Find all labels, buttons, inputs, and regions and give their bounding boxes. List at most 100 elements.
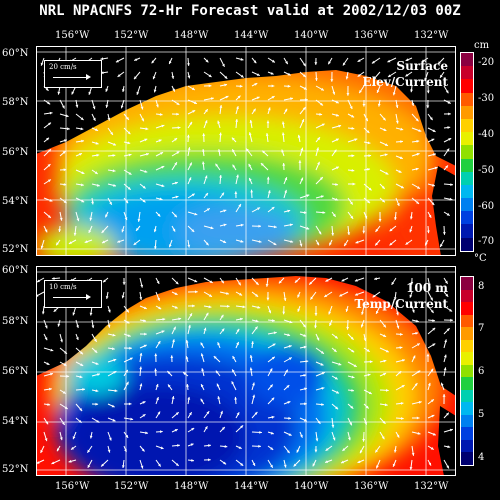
current-vector-head — [377, 103, 381, 107]
current-vector-head — [259, 431, 262, 434]
current-vector-head — [271, 207, 275, 210]
current-vector-head — [281, 121, 285, 125]
colorbar-tick: 5 — [478, 409, 485, 420]
current-vector-head — [176, 112, 179, 116]
current-vector-head — [112, 418, 116, 422]
current-vector-head — [154, 368, 157, 372]
current-vector-head — [47, 403, 51, 406]
colorbar-swatch — [461, 171, 473, 185]
current-vector-head — [101, 463, 104, 467]
current-vector-head — [143, 319, 146, 322]
current-vector-head — [201, 368, 205, 372]
colorbar-swatch — [461, 314, 473, 328]
current-vector-head — [287, 209, 291, 213]
current-vector-head — [40, 62, 44, 66]
current-vector-head — [284, 189, 287, 193]
current-vector-head — [428, 214, 432, 218]
current-vector-head — [49, 387, 52, 391]
current-vector-head — [236, 106, 239, 109]
current-vector-head — [351, 126, 355, 130]
current-vector-head — [255, 319, 259, 323]
current-vector-head — [405, 58, 409, 61]
current-vector-head — [335, 113, 339, 117]
current-vector-head — [300, 147, 304, 151]
current-vector-head — [95, 362, 99, 365]
current-vector-head — [194, 212, 198, 216]
current-vector-head — [68, 241, 72, 244]
colorbar-tick: 6 — [478, 366, 485, 377]
current-vector-head — [183, 372, 186, 376]
lon-label: 144°W — [234, 30, 269, 41]
current-vector-head — [174, 305, 178, 309]
current-vector-head — [125, 200, 129, 204]
current-vector-head — [353, 364, 357, 367]
current-vector-head — [256, 73, 260, 76]
current-vector-head — [76, 218, 80, 222]
current-vector-head — [176, 102, 180, 105]
current-vector-head — [269, 384, 273, 388]
current-vector-head — [325, 448, 329, 451]
current-vector-head — [78, 420, 82, 423]
current-vector-head — [141, 448, 145, 452]
current-vector-head — [174, 162, 177, 166]
current-vector-head — [200, 353, 204, 357]
lon-label: 140°W — [294, 30, 329, 41]
current-vector-head — [156, 104, 159, 108]
current-vector-head — [36, 279, 40, 283]
current-vector-head — [267, 190, 271, 194]
colorbar-tick: 7 — [478, 323, 485, 334]
current-vector-head — [200, 398, 204, 402]
current-vector-head — [383, 128, 387, 131]
current-vector-head — [299, 243, 303, 247]
current-vector-head — [367, 168, 370, 171]
current-vector-head — [270, 447, 274, 450]
current-vector-head — [217, 149, 221, 152]
current-vector-head — [46, 362, 50, 365]
current-vector-head — [348, 437, 351, 441]
current-vector-head — [271, 397, 275, 401]
current-vector-head — [412, 355, 416, 359]
current-vector-head — [48, 149, 51, 153]
colorbar-tick: -70 — [478, 236, 495, 247]
current-vector-head — [159, 197, 163, 201]
current-vector-head — [189, 412, 192, 416]
current-vector-head — [100, 57, 104, 61]
current-vector-head — [392, 463, 396, 467]
current-vector-head — [341, 278, 345, 282]
current-vector-head — [384, 403, 388, 407]
current-vector-head — [127, 186, 131, 190]
current-vector-head — [445, 293, 449, 297]
current-vector-head — [383, 324, 386, 328]
current-vector-head — [254, 326, 258, 330]
current-vector-head — [236, 342, 239, 345]
current-vector-head — [389, 228, 393, 232]
current-vector-head — [205, 242, 209, 246]
current-vector-head — [320, 87, 324, 91]
current-vector-head — [319, 177, 323, 180]
current-vector-head — [143, 344, 147, 348]
current-vector-head — [257, 305, 261, 309]
current-vector-head — [239, 84, 243, 88]
current-vector-head — [134, 58, 138, 61]
current-vector-head — [338, 124, 342, 128]
current-vector-head — [411, 103, 415, 106]
current-vector-head — [144, 170, 148, 173]
current-vector-head — [223, 223, 227, 227]
current-vector-head — [95, 141, 99, 145]
current-vector-head — [176, 151, 180, 155]
current-vector-head — [417, 370, 421, 374]
current-vector-head — [103, 279, 106, 283]
current-vector-head — [192, 304, 195, 308]
current-vector-head — [44, 438, 48, 442]
current-vector-head — [169, 61, 172, 64]
current-vector-head — [416, 416, 420, 420]
colorbar-swatch — [461, 237, 473, 251]
current-vector-head — [286, 385, 290, 388]
current-vector-head — [188, 177, 192, 181]
current-vector-head — [220, 410, 223, 414]
current-vector-head — [433, 153, 436, 156]
panel-title-line2: Elev/Current — [362, 75, 448, 89]
current-vector-head — [415, 167, 419, 171]
current-vector-head — [141, 118, 144, 122]
current-vector-head — [271, 59, 275, 63]
